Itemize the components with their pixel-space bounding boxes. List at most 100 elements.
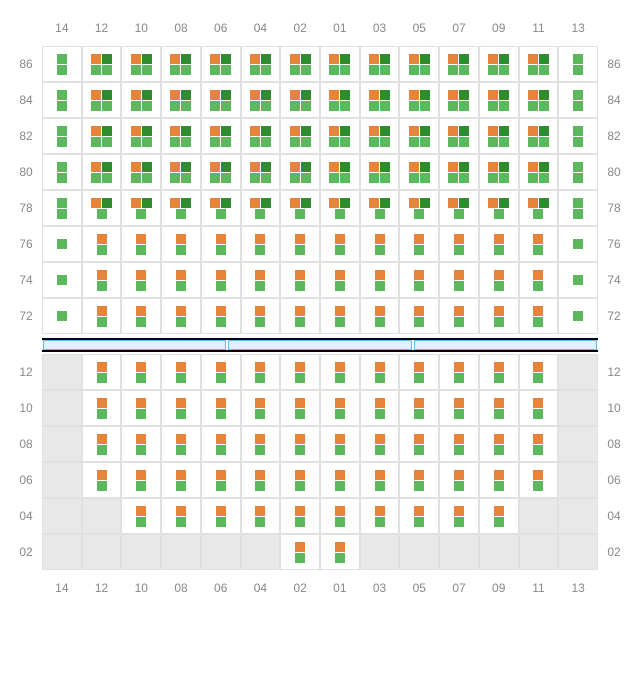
status-square (301, 137, 311, 147)
rack-cell (399, 462, 439, 498)
status-square (91, 101, 101, 111)
status-square (57, 90, 67, 100)
status-square (335, 434, 345, 444)
rack-cell (82, 82, 122, 118)
row-label: 76 (10, 226, 42, 262)
rack-cell (241, 118, 281, 154)
status-square (539, 101, 549, 111)
status-square (57, 162, 67, 172)
status-square (290, 198, 300, 208)
status-square (295, 553, 305, 563)
status-square (420, 54, 430, 64)
status-square (216, 506, 226, 516)
status-square (250, 101, 260, 111)
row-label: 76 (598, 226, 630, 262)
status-square (533, 445, 543, 455)
status-square (414, 317, 424, 327)
status-square (533, 409, 543, 419)
rack-cell (479, 154, 519, 190)
rack-cell (558, 82, 598, 118)
col-label: 02 (280, 10, 320, 46)
status-square (494, 281, 504, 291)
rack-cell (399, 354, 439, 390)
rack-cell (82, 226, 122, 262)
col-label (598, 10, 630, 46)
status-square (414, 362, 424, 372)
status-square (295, 306, 305, 316)
status-square (528, 137, 538, 147)
status-square (528, 162, 538, 172)
status-square (181, 101, 191, 111)
status-square (414, 506, 424, 516)
status-square (216, 234, 226, 244)
status-square (459, 90, 469, 100)
status-square (448, 198, 458, 208)
rack-cell (360, 46, 400, 82)
status-square (250, 65, 260, 75)
status-square (136, 209, 146, 219)
rack-cell (558, 354, 598, 390)
rack-cell (280, 154, 320, 190)
col-label: 07 (439, 570, 479, 606)
status-square (409, 126, 419, 136)
rack-cell (439, 298, 479, 334)
rack-cell (558, 298, 598, 334)
rack-cell (320, 498, 360, 534)
status-square (459, 65, 469, 75)
status-square (335, 398, 345, 408)
row-label: 86 (10, 46, 42, 82)
rack-cell (399, 190, 439, 226)
rack-cell (320, 226, 360, 262)
rack-cell (42, 462, 82, 498)
status-square (210, 126, 220, 136)
rack-cell (241, 498, 281, 534)
status-square (221, 198, 231, 208)
status-square (210, 65, 220, 75)
rack-cell (280, 426, 320, 462)
rack-cell (121, 354, 161, 390)
status-square (261, 65, 271, 75)
rack-cell (42, 262, 82, 298)
status-square (97, 317, 107, 327)
status-square (420, 162, 430, 172)
status-square (499, 137, 509, 147)
status-square (454, 245, 464, 255)
rack-cell (82, 426, 122, 462)
rack-cell (42, 426, 82, 462)
status-square (448, 65, 458, 75)
row-label: 12 (598, 354, 630, 390)
rack-cell (558, 498, 598, 534)
rack-cell (280, 82, 320, 118)
rack-cell (439, 118, 479, 154)
rack-cell (558, 426, 598, 462)
status-square (301, 54, 311, 64)
status-square (335, 234, 345, 244)
rack-cell (241, 46, 281, 82)
status-square (170, 101, 180, 111)
col-label: 04 (241, 10, 281, 46)
status-square (414, 445, 424, 455)
status-square (573, 162, 583, 172)
status-square (335, 481, 345, 491)
status-square (459, 126, 469, 136)
rack-cell (121, 190, 161, 226)
rack-cell (439, 46, 479, 82)
status-square (499, 173, 509, 183)
status-square (340, 126, 350, 136)
status-square (573, 173, 583, 183)
status-square (494, 373, 504, 383)
rack-cell (360, 82, 400, 118)
status-square (176, 306, 186, 316)
status-square (261, 90, 271, 100)
row-label: 72 (10, 298, 42, 334)
status-square (210, 137, 220, 147)
status-square (494, 445, 504, 455)
status-square (573, 239, 583, 249)
status-square (210, 173, 220, 183)
status-square (57, 239, 67, 249)
rack-cell (121, 46, 161, 82)
status-square (573, 137, 583, 147)
status-square (335, 553, 345, 563)
row-label: 80 (598, 154, 630, 190)
status-square (340, 101, 350, 111)
